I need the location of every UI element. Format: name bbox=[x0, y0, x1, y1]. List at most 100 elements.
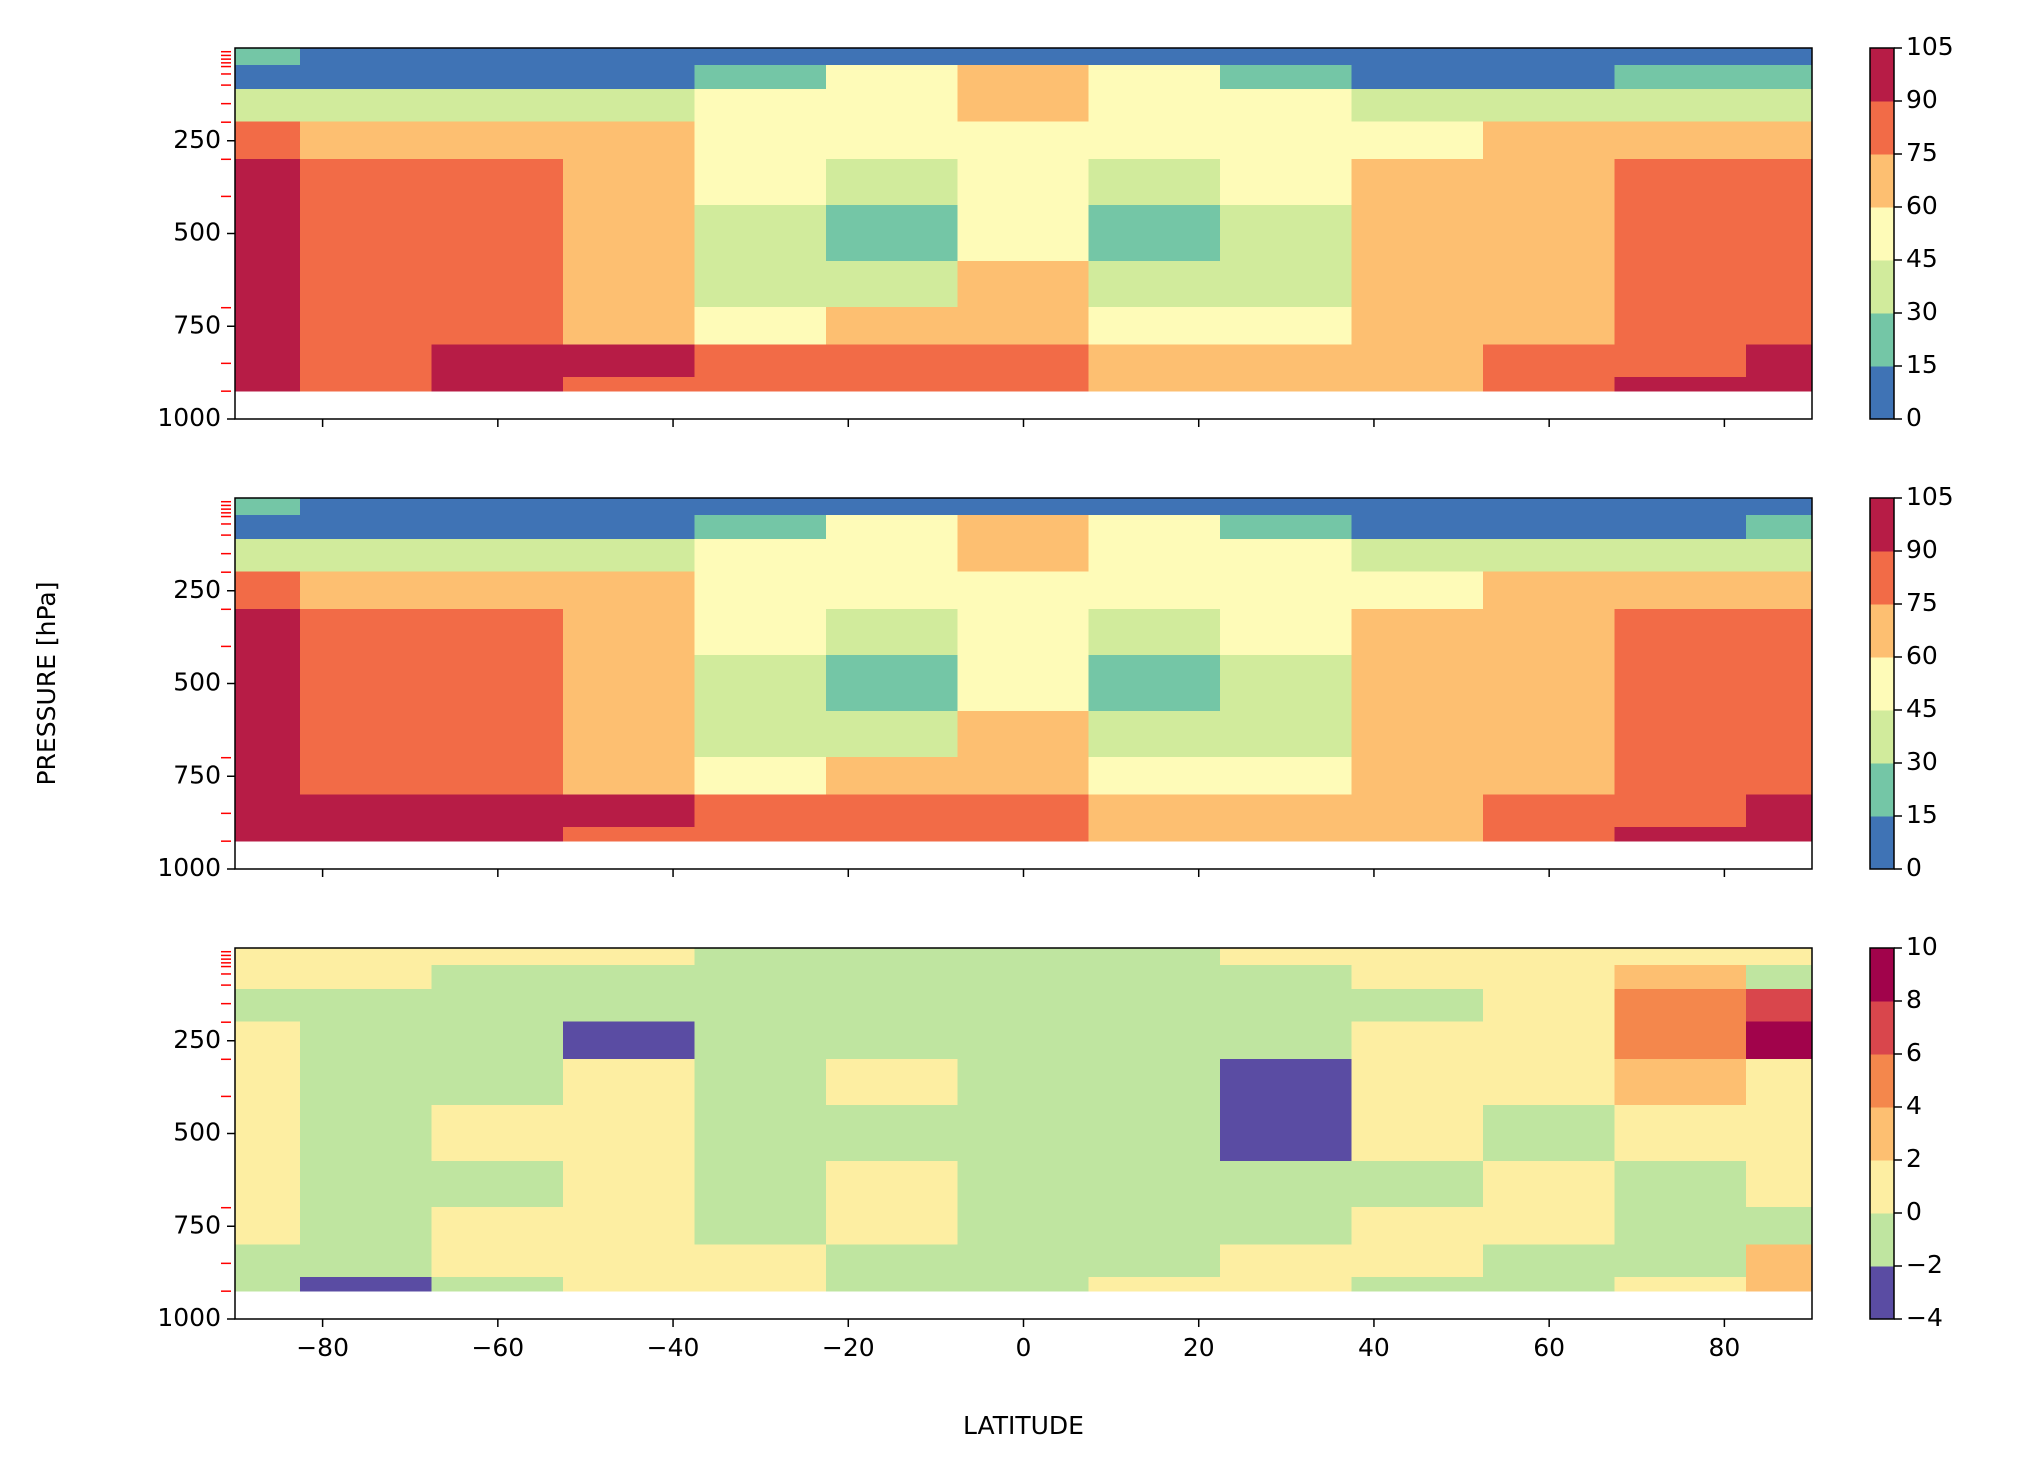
contour-cell bbox=[694, 1160, 827, 1209]
contour-cell bbox=[1745, 794, 1813, 828]
contour-cell bbox=[431, 1276, 565, 1292]
contour-cell bbox=[825, 1105, 959, 1162]
contour-cell bbox=[300, 260, 433, 309]
contour-cell bbox=[234, 205, 302, 262]
contour-cell bbox=[1088, 571, 1222, 610]
contour-cell bbox=[1482, 1021, 1616, 1060]
y-tick-label: 1000 bbox=[157, 403, 221, 432]
contour-cell bbox=[1351, 947, 1484, 967]
contour-cell bbox=[694, 497, 827, 517]
colorbar-segment bbox=[1869, 1000, 1895, 1055]
contour-cell bbox=[694, 1105, 827, 1162]
contour-cell bbox=[825, 1160, 959, 1209]
contour-cell bbox=[694, 794, 827, 828]
contour-cell bbox=[234, 1160, 302, 1209]
contour-cell bbox=[300, 121, 433, 160]
contour-cell bbox=[694, 1058, 827, 1107]
contour-cell bbox=[1088, 307, 1222, 346]
contour-cell bbox=[234, 515, 302, 541]
contour-cell bbox=[957, 1021, 1090, 1060]
contour-cell bbox=[1745, 826, 1813, 842]
contour-cell bbox=[1482, 947, 1616, 967]
contour-cell bbox=[1088, 89, 1222, 123]
x-tick-label: 40 bbox=[1358, 1333, 1390, 1362]
contour-cell bbox=[563, 307, 696, 346]
contour-cell bbox=[563, 1207, 696, 1246]
contour-cell bbox=[957, 47, 1090, 67]
contour-cell bbox=[957, 376, 1090, 392]
contour-cell bbox=[300, 344, 433, 378]
contour-cell bbox=[1482, 1207, 1616, 1246]
contour-cell bbox=[825, 1276, 959, 1292]
contour-cell bbox=[1220, 539, 1353, 573]
contour-cell bbox=[234, 757, 302, 796]
colorbar-tick-label: 60 bbox=[1906, 191, 1938, 220]
contour-cell bbox=[825, 757, 959, 796]
colorbar-frame bbox=[1869, 497, 1895, 870]
contour-cell bbox=[1351, 1058, 1484, 1107]
contour-cell bbox=[300, 794, 433, 828]
colorbar-segment bbox=[1869, 497, 1895, 552]
contour-cell bbox=[1220, 344, 1353, 378]
contour-cell bbox=[1614, 205, 1747, 262]
contour-cell bbox=[1088, 65, 1222, 91]
x-tick-label: 80 bbox=[1708, 1333, 1740, 1362]
contour-cell bbox=[1745, 989, 1813, 1023]
contour-cell bbox=[694, 344, 827, 378]
x-tick-label: −80 bbox=[296, 1333, 349, 1362]
y-tick-label: 250 bbox=[173, 1025, 221, 1054]
contour-cell bbox=[1482, 1160, 1616, 1209]
contour-cell bbox=[431, 794, 565, 828]
contour-cell bbox=[431, 655, 565, 712]
contour-cell bbox=[694, 47, 827, 67]
contour-cell bbox=[825, 376, 959, 392]
contour-cell bbox=[300, 1105, 433, 1162]
contour-cell bbox=[300, 947, 433, 967]
contour-cell bbox=[694, 158, 827, 207]
contour-cell bbox=[1614, 989, 1747, 1023]
contour-cell bbox=[694, 947, 827, 967]
contour-cell bbox=[300, 1207, 433, 1246]
contour-cell bbox=[957, 794, 1090, 828]
contour-cell bbox=[1745, 965, 1813, 991]
colorbar-tick-label: 45 bbox=[1906, 244, 1938, 273]
contour-cell bbox=[431, 1207, 565, 1246]
contour-cell bbox=[1088, 608, 1222, 657]
y-tick-label: 750 bbox=[173, 310, 221, 339]
contour-cell bbox=[234, 158, 302, 207]
contour-cell bbox=[563, 571, 696, 610]
colorbar-segment bbox=[1869, 206, 1895, 261]
contour-cell bbox=[1220, 497, 1353, 517]
contour-cell bbox=[1614, 89, 1747, 123]
contour-cell bbox=[563, 1105, 696, 1162]
contour-cell bbox=[1482, 344, 1616, 378]
colorbar-tick-label: 105 bbox=[1906, 482, 1954, 511]
contour-cell bbox=[957, 1207, 1090, 1246]
contour-cell bbox=[1088, 710, 1222, 759]
contour-cell bbox=[1614, 515, 1747, 541]
contour-cell bbox=[1614, 260, 1747, 309]
contour-cell bbox=[1745, 757, 1813, 796]
contour-cell bbox=[825, 121, 959, 160]
colorbar-segment bbox=[1869, 550, 1895, 605]
contour-cell bbox=[300, 1058, 433, 1107]
contour-cell bbox=[1351, 65, 1484, 91]
contour-cell bbox=[825, 344, 959, 378]
contour-cell bbox=[1088, 260, 1222, 309]
contour-cell bbox=[563, 121, 696, 160]
contour-cell bbox=[431, 89, 565, 123]
contour-cell bbox=[1088, 539, 1222, 573]
contour-cell bbox=[431, 947, 565, 967]
contour-cell bbox=[957, 1276, 1090, 1292]
colorbar-segment bbox=[1869, 815, 1895, 870]
contour-cell bbox=[563, 655, 696, 712]
contour-cell bbox=[563, 1058, 696, 1107]
contour-cell bbox=[563, 205, 696, 262]
contour-cell bbox=[1351, 539, 1484, 573]
contour-cell bbox=[431, 571, 565, 610]
contour-cell bbox=[300, 655, 433, 712]
contour-cell bbox=[1220, 947, 1353, 967]
contour-cell bbox=[694, 571, 827, 610]
contour-cell bbox=[694, 1244, 827, 1278]
